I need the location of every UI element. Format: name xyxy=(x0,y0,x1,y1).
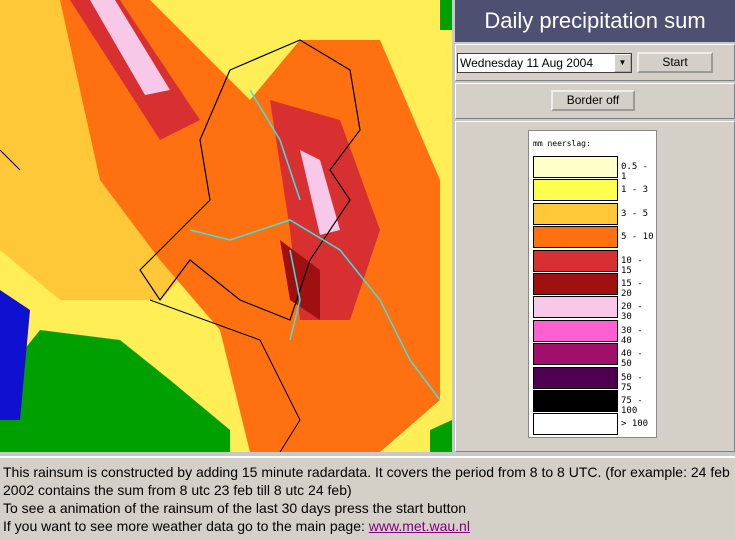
footer-text: If you want to see more weather data go … xyxy=(3,517,732,535)
title: Daily precipitation sum xyxy=(455,0,735,42)
legend-label: 50 - 75 xyxy=(621,372,643,393)
legend-label: 15 - 20 xyxy=(621,279,643,299)
footer-text: If you want to see more weather data go … xyxy=(3,518,369,534)
legend-label: 1 - 3 xyxy=(621,185,649,196)
legend-label: 40 - 50 xyxy=(621,349,643,370)
legend-swatch xyxy=(533,202,618,225)
legend-swatch xyxy=(533,296,618,319)
main-page-link[interactable]: www.met.wau.nl xyxy=(368,518,470,534)
legend-label: 3 - 5 xyxy=(621,208,649,219)
dropdown-arrow[interactable]: ▼ xyxy=(614,54,631,72)
footer-text: To see a animation of the rainsum of the… xyxy=(3,500,467,516)
legend-swatch xyxy=(533,413,618,436)
footer: This rainsum is constructed by adding 15… xyxy=(0,456,735,540)
start-button[interactable]: Start xyxy=(637,52,713,73)
radar-map xyxy=(0,0,452,452)
legend-label: > 100 xyxy=(621,419,649,430)
legend-label: 75 - 100 xyxy=(621,396,643,416)
legend-label: 0.5 - 1 xyxy=(621,162,649,182)
date-select[interactable]: Wednesday 11 Aug 2004 xyxy=(457,53,632,73)
legend-label: 30 - 40 xyxy=(621,325,643,346)
legend-swatch xyxy=(533,226,618,249)
legend-swatch xyxy=(533,179,618,202)
legend-swatch xyxy=(533,343,618,366)
legend-title: mm neerslag: xyxy=(533,139,591,148)
legend-label: 10 - 15 xyxy=(621,255,643,276)
legend-label: 20 - 30 xyxy=(621,302,643,323)
legend: mm neerslag: 0.5 - 1 1 - 3 3 - 5 5 - 10 10 -… xyxy=(528,130,657,438)
legend-swatch xyxy=(533,156,618,178)
legend-swatch xyxy=(533,249,618,272)
footer-text: This rainsum is constructed by adding 15… xyxy=(3,464,730,498)
legend-swatch xyxy=(533,273,618,295)
legend-swatch xyxy=(533,319,618,342)
border-button[interactable]: Border off xyxy=(551,90,635,111)
legend-swatch xyxy=(533,366,618,389)
legend-label: 5 - 10 xyxy=(621,232,654,243)
legend-swatch xyxy=(533,390,618,412)
